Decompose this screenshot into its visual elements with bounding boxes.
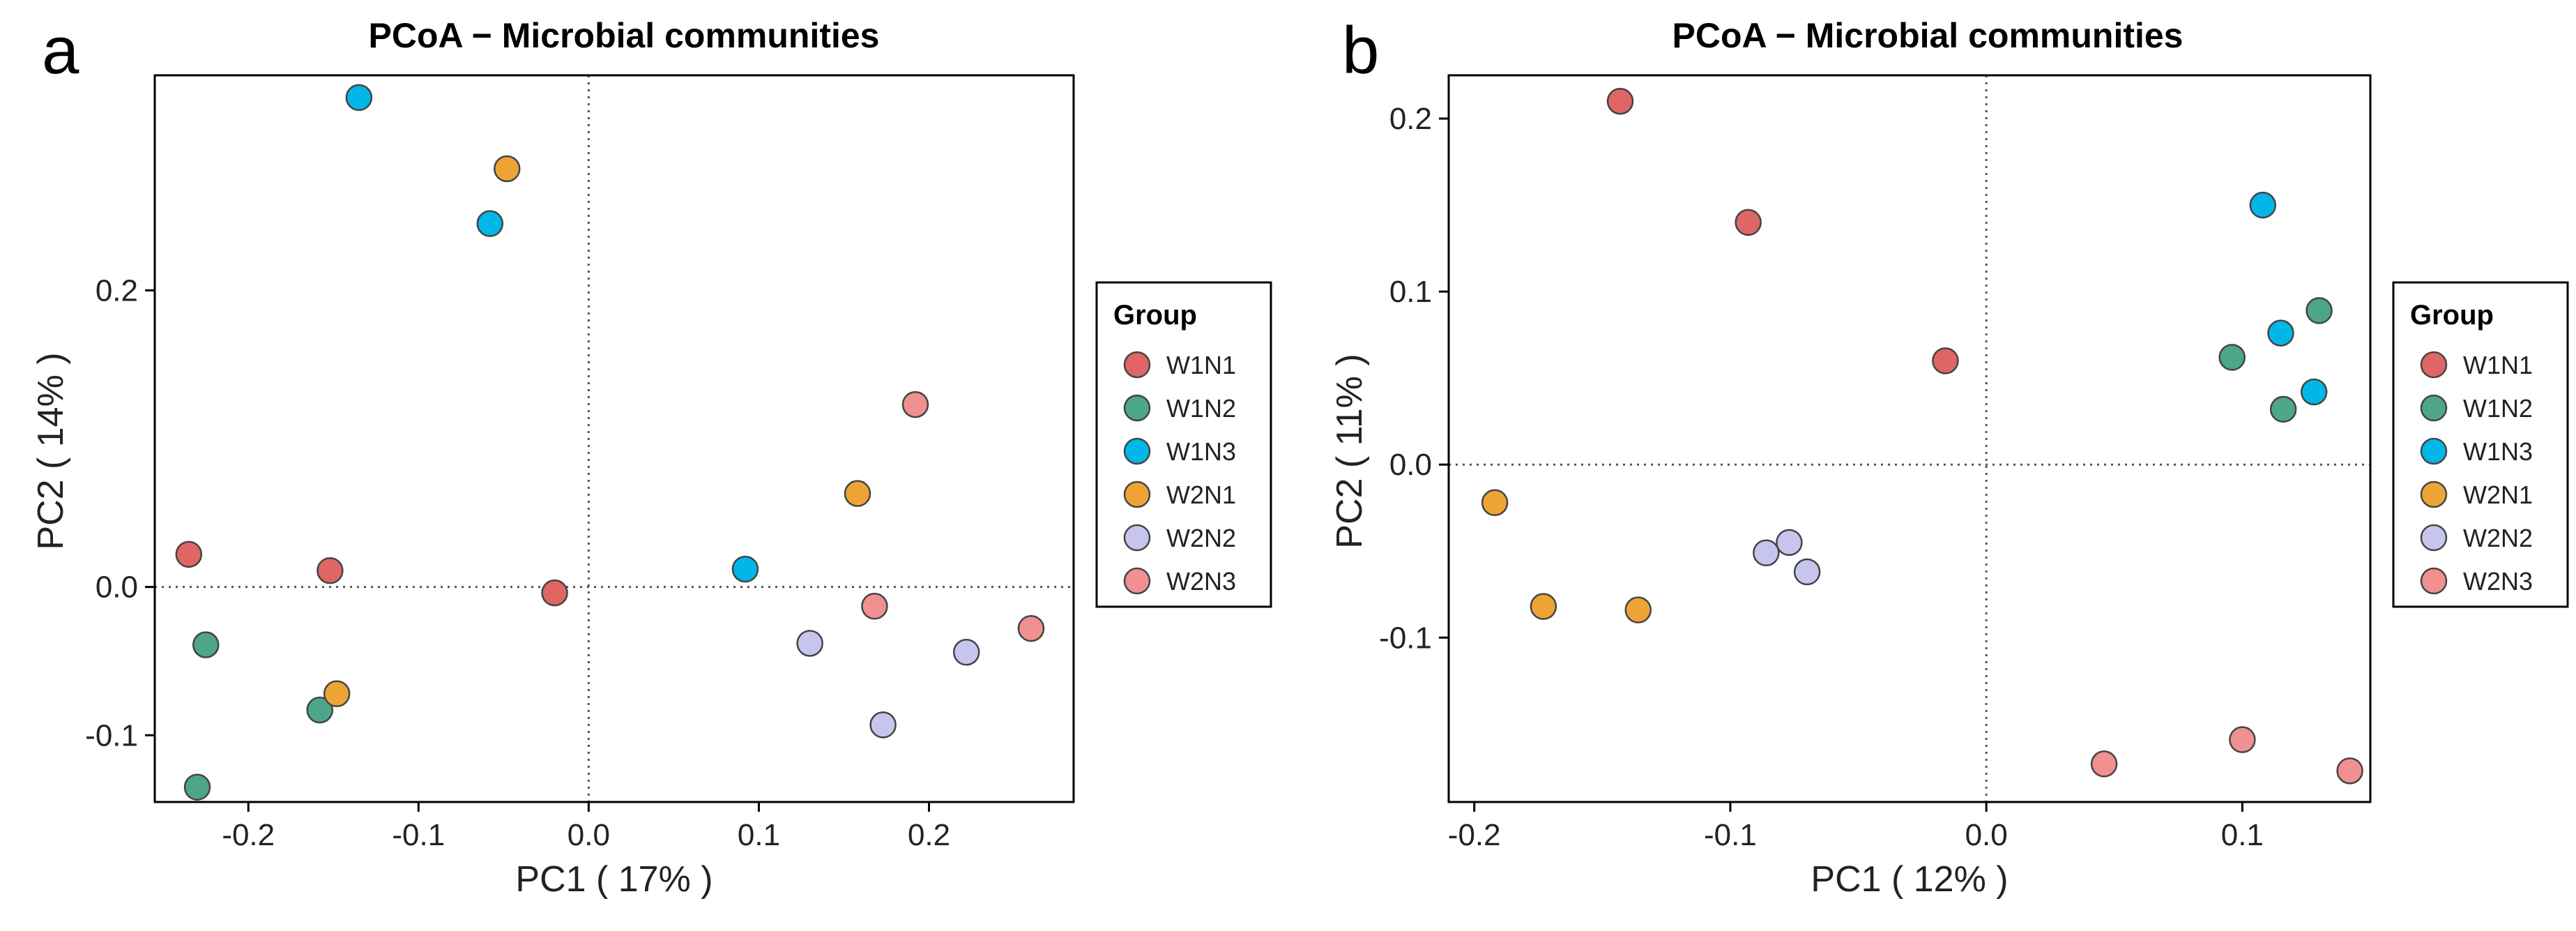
chart-title: PCoA − Microbial communities xyxy=(1672,16,2183,55)
data-point-w2n1 xyxy=(844,480,871,507)
data-point-w2n2 xyxy=(1776,529,1803,557)
data-point-w2n1 xyxy=(323,680,351,708)
x-axis-label: PC1 ( 17% ) xyxy=(515,859,712,900)
data-point-w1n3 xyxy=(2249,191,2277,219)
legend-title: Group xyxy=(1113,300,1197,331)
data-point-w1n2 xyxy=(306,696,334,724)
legend-marker-w2n3 xyxy=(1123,567,1151,595)
legend-marker-w2n2 xyxy=(2420,524,2448,552)
data-point-w1n2 xyxy=(2269,395,2297,423)
data-point-w2n2 xyxy=(869,711,897,739)
data-point-w2n3 xyxy=(861,593,888,620)
legend-title: Group xyxy=(2410,300,2494,331)
data-point-w2n1 xyxy=(1624,596,1652,623)
data-point-w1n1 xyxy=(317,557,344,584)
y-tick-label: 0.2 xyxy=(96,273,138,308)
panel-a: a PCoA − Microbial communities -0.2 -0.1 0.0… xyxy=(31,13,1272,900)
data-point-w1n2 xyxy=(183,773,211,801)
legend-label-w1n3: W1N3 xyxy=(1166,437,1236,466)
data-point-w2n3 xyxy=(1017,614,1045,642)
legend-label-w2n1: W2N1 xyxy=(1166,480,1236,509)
panel-letter: a xyxy=(42,13,79,88)
data-point-w2n3 xyxy=(2336,757,2363,785)
y-tick-label: 0.0 xyxy=(1389,448,1432,482)
x-tick-label: 0.1 xyxy=(738,818,780,852)
x-tick-label: 0.1 xyxy=(2221,818,2264,852)
data-point-w1n1 xyxy=(175,540,203,568)
x-axis-label: PC1 ( 12% ) xyxy=(1811,859,2008,900)
x-tick-label: 0.0 xyxy=(567,818,610,852)
data-point-w1n3 xyxy=(2267,319,2294,347)
data-point-w2n3 xyxy=(2229,726,2256,753)
data-point-w2n1 xyxy=(493,155,521,183)
legend-label-w2n3: W2N3 xyxy=(1166,567,1236,596)
legend-marker-w1n2 xyxy=(1123,394,1151,422)
data-point-w1n3 xyxy=(345,84,373,112)
data-point-w1n1 xyxy=(541,579,568,607)
data-point-w1n1 xyxy=(1932,347,1959,374)
legend-marker-w2n1 xyxy=(1123,480,1151,508)
legend-label-w1n1: W1N1 xyxy=(2463,351,2533,379)
y-tick-label: 0.2 xyxy=(1389,102,1432,136)
legend-marker-w2n1 xyxy=(2420,480,2448,508)
legend-label-w1n2: W1N2 xyxy=(1166,394,1236,423)
legend-marker-w1n1 xyxy=(1123,351,1151,379)
x-tick-label: -0.1 xyxy=(1704,818,1757,852)
legend-label-w1n2: W1N2 xyxy=(2463,394,2533,423)
legend-label-w2n2: W2N2 xyxy=(1166,524,1236,552)
x-tick-label: -0.2 xyxy=(1448,818,1501,852)
plot-frame xyxy=(1447,74,2372,803)
plot-frame xyxy=(153,74,1075,803)
legend-label-w1n1: W1N1 xyxy=(1166,351,1236,379)
data-point-w2n3 xyxy=(901,391,929,418)
data-point-w1n2 xyxy=(2218,344,2246,371)
data-point-w1n3 xyxy=(2300,378,2328,406)
data-point-w2n1 xyxy=(1530,593,1557,620)
legend-label-w2n2: W2N2 xyxy=(2463,524,2533,552)
legend-marker-w1n1 xyxy=(2420,351,2448,379)
y-axis-label: PC2 ( 11% ) xyxy=(1329,354,1370,548)
y-axis-label: PC2 ( 14% ) xyxy=(31,352,71,550)
y-tick-label: -0.1 xyxy=(1379,621,1432,655)
legend-label-w2n1: W2N1 xyxy=(2463,480,2533,509)
legend-label-w2n3: W2N3 xyxy=(2463,567,2533,596)
legend-marker-w2n2 xyxy=(1123,524,1151,552)
data-point-w2n2 xyxy=(1753,539,1780,566)
x-tick-label: -0.1 xyxy=(392,818,445,852)
data-point-w2n1 xyxy=(1481,489,1509,517)
y-tick-label: -0.1 xyxy=(85,718,138,752)
legend-marker-w1n3 xyxy=(1123,437,1151,465)
legend-marker-w1n2 xyxy=(2420,394,2448,422)
legend-label-w1n3: W1N3 xyxy=(2463,437,2533,466)
y-tick-label: 0.1 xyxy=(1389,275,1432,309)
panel-letter: b xyxy=(1342,13,1379,88)
data-point-w1n1 xyxy=(1735,209,1762,236)
legend-marker-w1n3 xyxy=(2420,437,2448,465)
data-point-w1n3 xyxy=(476,210,504,237)
data-point-w2n3 xyxy=(2090,750,2118,778)
panel-b: b PCoA − Microbial communities -0.2 -0.1 0.0… xyxy=(1329,13,2569,900)
chart-title: PCoA − Microbial communities xyxy=(368,16,879,55)
data-point-w2n2 xyxy=(796,630,823,657)
data-point-w1n2 xyxy=(2306,297,2333,324)
x-tick-label: 0.0 xyxy=(1965,818,2008,852)
x-tick-label: -0.2 xyxy=(222,818,275,852)
y-tick-label: 0.0 xyxy=(96,570,138,605)
data-point-w2n2 xyxy=(952,638,980,666)
data-point-w1n3 xyxy=(731,555,759,583)
data-point-w1n2 xyxy=(192,631,220,658)
x-tick-label: 0.2 xyxy=(908,818,950,852)
legend-marker-w2n3 xyxy=(2420,567,2448,595)
data-point-w1n1 xyxy=(1606,87,1634,115)
data-point-w2n2 xyxy=(1793,558,1821,586)
